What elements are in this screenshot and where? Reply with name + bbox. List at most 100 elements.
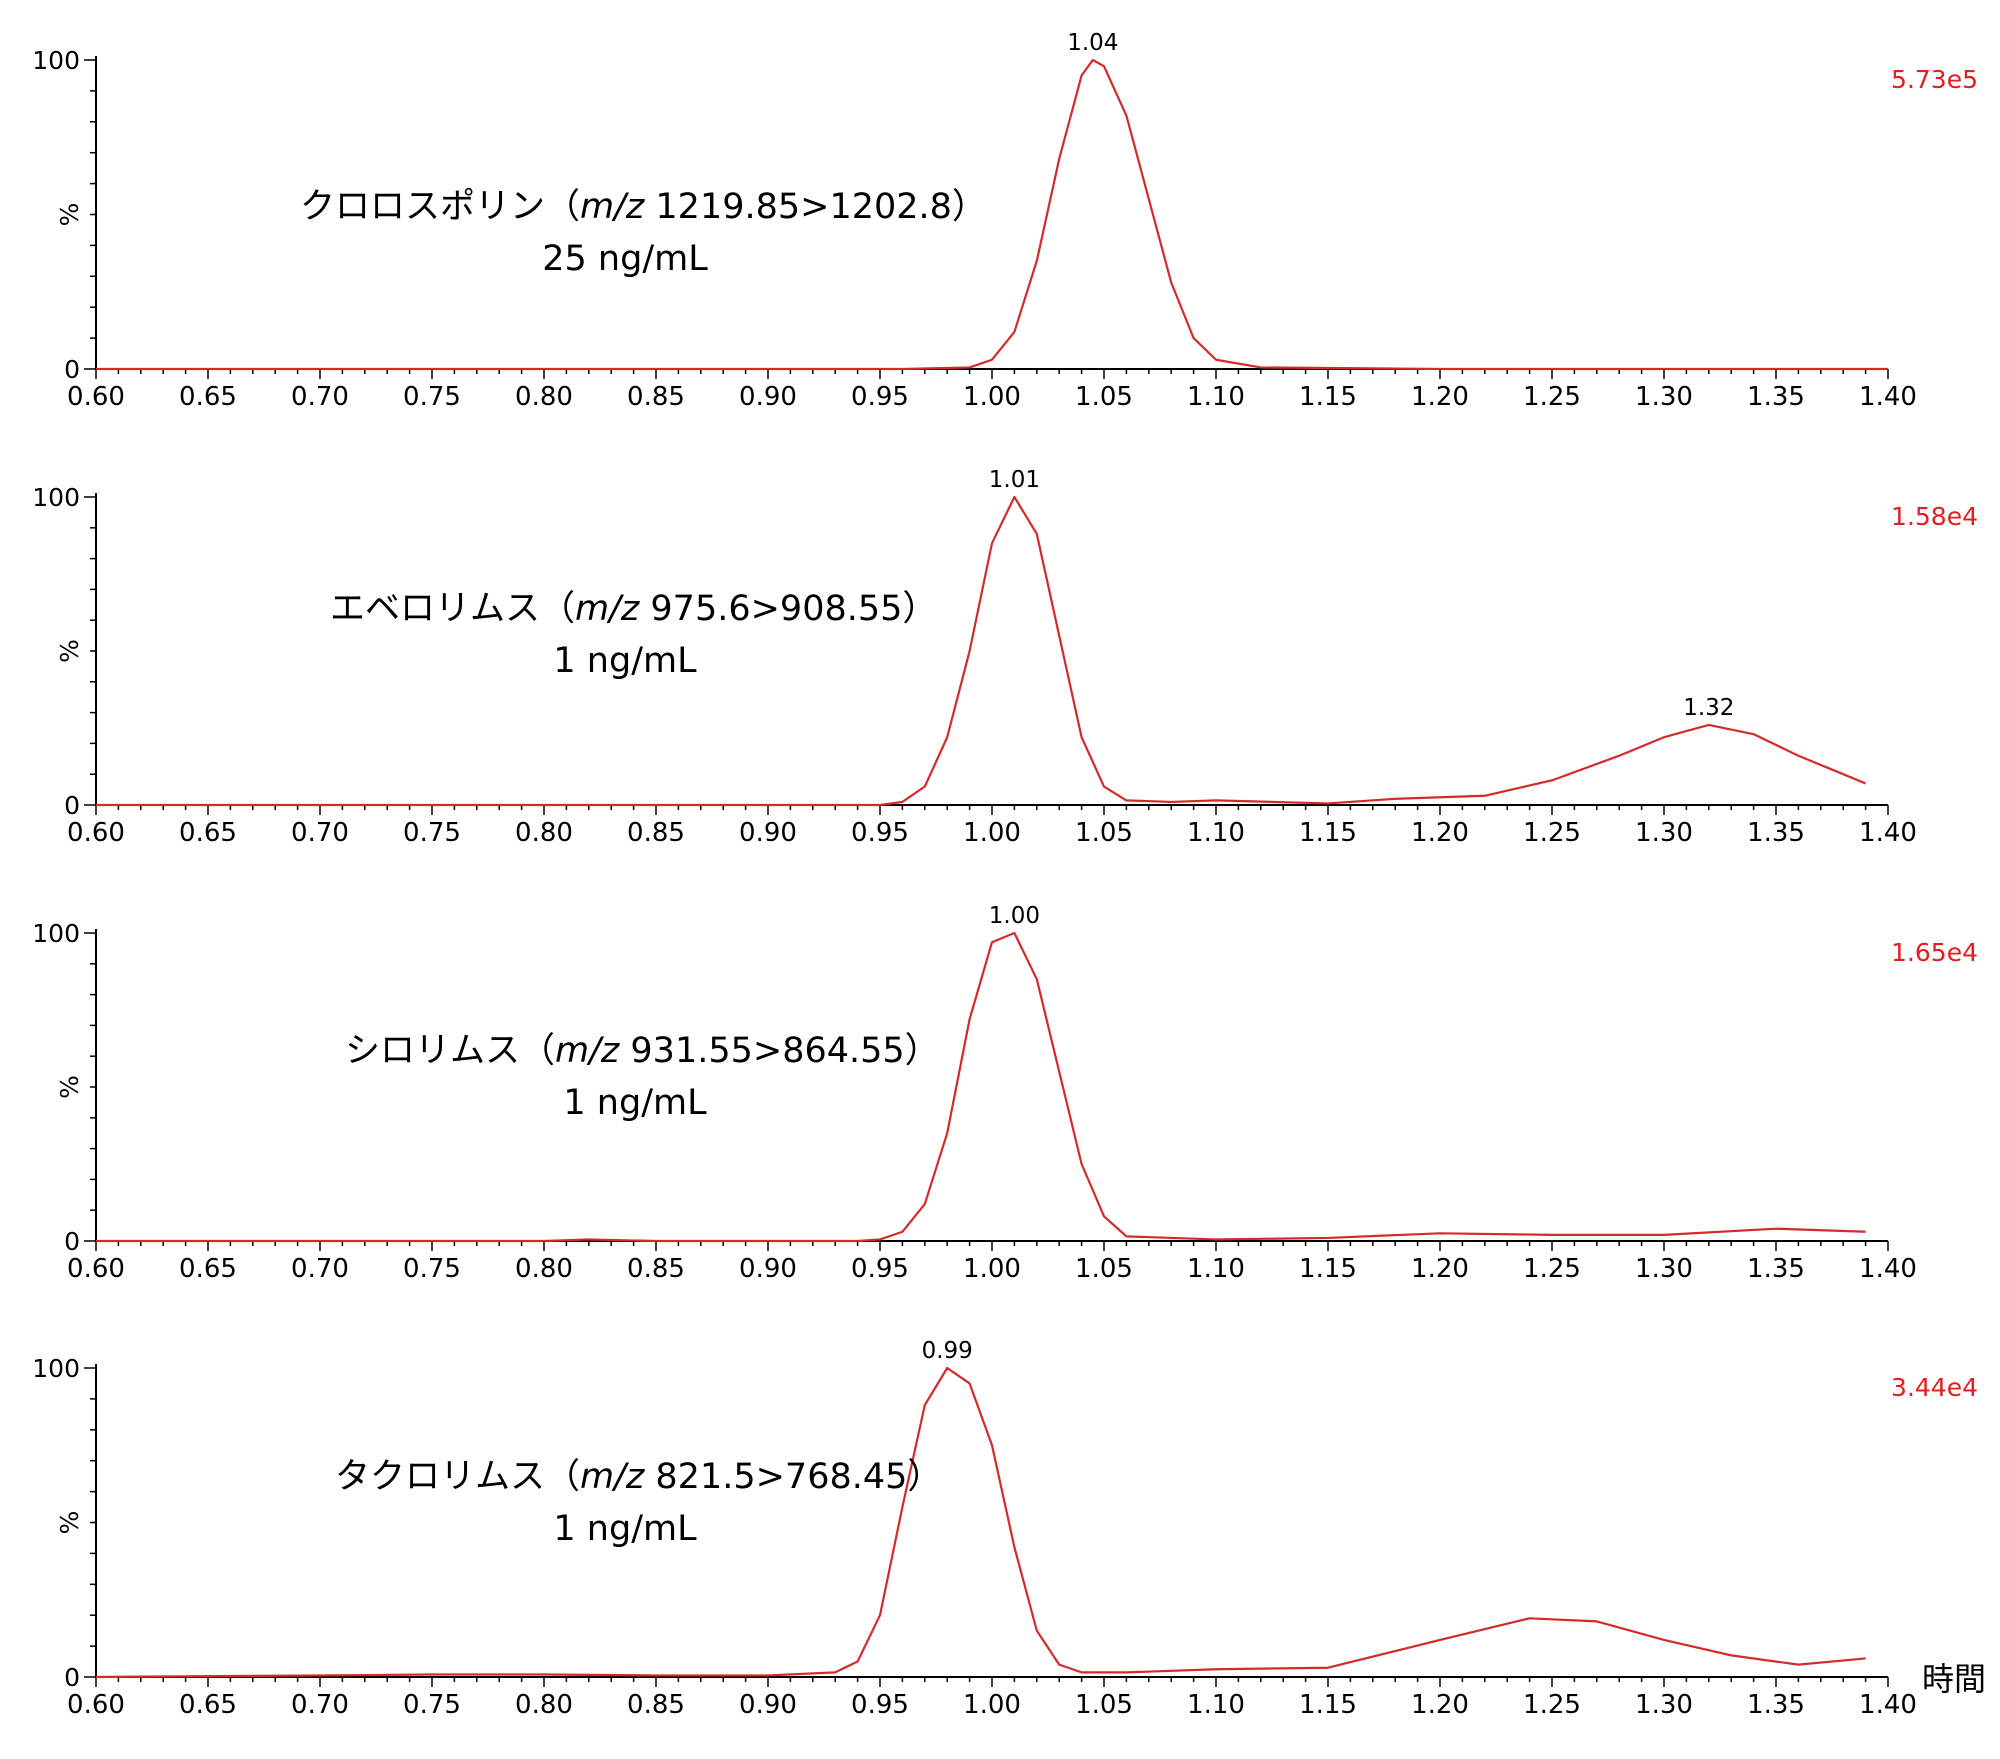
x-tick-label: 1.35 <box>1747 1690 1805 1720</box>
x-tick-label: 1.05 <box>1075 382 1133 412</box>
chromatogram-panel-3: 0 100% 0.60 0.65 0.70 0.75 0.80 0.85 0.90 0.95 1.0… <box>32 903 1978 1284</box>
chromatogram-panel-2: 0 100% 0.60 0.65 0.70 0.75 0.80 0.85 0.90 0.95 1.0… <box>32 467 1978 848</box>
peak-label: 1.01 <box>989 467 1040 493</box>
x-tick-label: 1.40 <box>1859 1690 1917 1720</box>
x-tick-label: 0.65 <box>179 382 237 412</box>
y-tick-label: 0 <box>64 355 80 384</box>
x-tick-label: 1.05 <box>1075 1254 1133 1284</box>
x-tick-label: 1.20 <box>1411 382 1469 412</box>
chromatogram-panel-4: 0 100% 0.60 0.65 0.70 0.75 0.80 0.85 0.90 0.95 1.0… <box>32 1338 1986 1720</box>
x-tick-label: 1.30 <box>1635 382 1693 412</box>
analyte-label: タクロリムス（m/z 821.5>768.45） <box>335 1457 942 1497</box>
peak-label: 0.99 <box>922 1338 973 1364</box>
mz-transition: 821.5>768.45） <box>644 1457 942 1497</box>
x-tick-label: 1.10 <box>1187 1690 1245 1720</box>
chromatogram-trace <box>96 58 1888 371</box>
analyte-name: タクロリムス（ <box>335 1457 580 1497</box>
x-tick-label: 0.80 <box>515 1254 573 1284</box>
x-tick-label: 1.00 <box>963 382 1021 412</box>
x-tick-label: 1.10 <box>1187 1254 1245 1284</box>
y-axis-label: % <box>55 203 84 227</box>
intensity-scale-label: 3.44e4 <box>1891 1373 1978 1402</box>
x-tick-label: 0.70 <box>291 818 349 848</box>
x-tick-label: 1.40 <box>1859 382 1917 412</box>
mz-prefix: m/z <box>580 187 645 227</box>
x-tick-label: 1.25 <box>1523 1254 1581 1284</box>
x-tick-label: 0.70 <box>291 1254 349 1284</box>
x-tick-label: 1.30 <box>1635 1254 1693 1284</box>
x-tick-label: 0.60 <box>67 382 125 412</box>
concentration-label: 1 ng/mL <box>563 1083 707 1123</box>
analyte-name: クロロスポリン（ <box>300 187 580 227</box>
x-tick-label: 1.30 <box>1635 818 1693 848</box>
x-tick-label: 0.75 <box>403 818 461 848</box>
x-tick-label: 0.65 <box>179 1690 237 1720</box>
x-tick-label: 1.35 <box>1747 382 1805 412</box>
x-tick-label: 0.60 <box>67 818 125 848</box>
mz-prefix: m/z <box>575 589 640 629</box>
x-tick-label: 0.60 <box>67 1254 125 1284</box>
x-tick-label: 0.95 <box>851 1690 909 1720</box>
analyte-name: エベロリムス（ <box>330 589 575 629</box>
peak-label-secondary: 1.32 <box>1683 695 1734 721</box>
x-tick-label: 1.40 <box>1859 1254 1917 1284</box>
chromatogram-trace <box>96 931 1866 1243</box>
x-tick-label: 0.85 <box>627 382 685 412</box>
analyte-label: クロロスポリン（m/z 1219.85>1202.8） <box>300 187 987 227</box>
y-axis-label: % <box>55 1075 84 1099</box>
intensity-scale-label: 1.58e4 <box>1891 502 1978 531</box>
chromatogram-trace <box>95 1366 1866 1679</box>
x-tick-label: 0.90 <box>739 382 797 412</box>
x-tick-label: 1.00 <box>963 1254 1021 1284</box>
chromatogram-trace <box>96 495 1867 807</box>
x-tick-label: 1.35 <box>1747 818 1805 848</box>
y-axis-label: % <box>55 1511 84 1535</box>
analyte-label: シロリムス（m/z 931.55>864.55） <box>345 1031 940 1071</box>
x-tick-label: 0.65 <box>179 1254 237 1284</box>
y-tick-label: 0 <box>64 791 80 820</box>
mz-transition: 931.55>864.55） <box>619 1031 939 1071</box>
x-tick-label: 1.20 <box>1411 1254 1469 1284</box>
intensity-scale-label: 5.73e5 <box>1891 65 1978 94</box>
x-tick-label: 1.25 <box>1523 1690 1581 1720</box>
y-tick-label: 100 <box>32 1354 80 1383</box>
x-tick-label: 0.80 <box>515 818 573 848</box>
y-tick-label: 0 <box>64 1227 80 1256</box>
x-tick-label: 1.25 <box>1523 382 1581 412</box>
mz-transition: 1219.85>1202.8） <box>644 187 987 227</box>
x-tick-label: 1.10 <box>1187 382 1245 412</box>
peak-label: 1.00 <box>989 903 1040 929</box>
chromatogram-panel-1: 0 100% 0.60 0.65 0.70 0.75 0.80 0.85 0.90 0.95 1.0… <box>32 30 1978 412</box>
x-tick-label: 0.95 <box>851 1254 909 1284</box>
mz-prefix: m/z <box>555 1031 620 1071</box>
x-tick-label: 1.30 <box>1635 1690 1693 1720</box>
x-tick-label: 0.90 <box>739 1254 797 1284</box>
concentration-label: 1 ng/mL <box>553 1509 697 1549</box>
y-axis-label: % <box>55 639 84 663</box>
x-tick-label: 1.25 <box>1523 818 1581 848</box>
x-axis-label: 時間 <box>1922 1660 1986 1698</box>
x-tick-label: 0.85 <box>627 818 685 848</box>
x-tick-label: 0.75 <box>403 1254 461 1284</box>
y-tick-label: 100 <box>32 919 80 948</box>
y-tick-label: 0 <box>64 1663 80 1692</box>
x-tick-label: 1.20 <box>1411 1690 1469 1720</box>
x-tick-label: 0.65 <box>179 818 237 848</box>
x-tick-label: 1.00 <box>963 1690 1021 1720</box>
x-tick-label: 0.85 <box>627 1254 685 1284</box>
x-tick-label: 0.85 <box>627 1690 685 1720</box>
concentration-label: 1 ng/mL <box>553 641 697 681</box>
x-tick-label: 1.40 <box>1859 818 1917 848</box>
mz-transition: 975.6>908.55） <box>639 589 937 629</box>
x-tick-label: 0.95 <box>851 382 909 412</box>
analyte-label: エベロリムス（m/z 975.6>908.55） <box>330 589 937 629</box>
x-tick-label: 1.20 <box>1411 818 1469 848</box>
intensity-scale-label: 1.65e4 <box>1891 938 1978 967</box>
x-tick-label: 0.75 <box>403 1690 461 1720</box>
y-tick-label: 100 <box>32 46 80 75</box>
x-tick-label: 0.70 <box>291 382 349 412</box>
x-tick-label: 1.15 <box>1299 1690 1357 1720</box>
peak-label: 1.04 <box>1067 30 1118 56</box>
x-tick-label: 1.10 <box>1187 818 1245 848</box>
